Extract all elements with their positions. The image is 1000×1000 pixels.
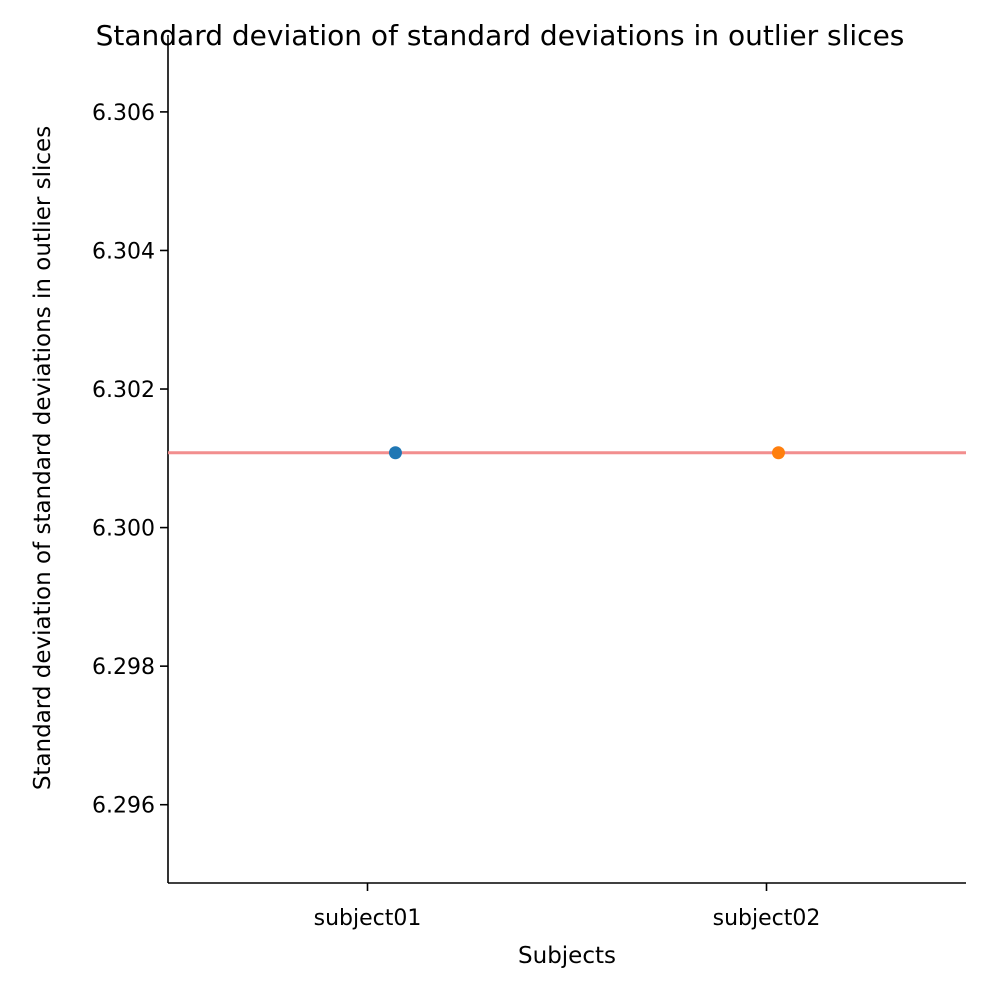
data-point-subject02 xyxy=(771,446,785,460)
x-tick-label: subject01 xyxy=(314,906,422,931)
y-tick-label: 6.302 xyxy=(92,378,155,403)
y-tick-label: 6.296 xyxy=(92,794,155,819)
y-tick-label: 6.304 xyxy=(92,239,155,264)
y-tick-label: 6.298 xyxy=(92,655,155,680)
y-axis-label: Standard deviation of standard deviation… xyxy=(30,126,56,790)
chart-title: Standard deviation of standard deviation… xyxy=(96,19,905,52)
plot-area: 6.296 6.298 6.300 6.302 6.304 6.306 subject01 s… xyxy=(92,35,966,931)
x-axis-label: Subjects xyxy=(518,943,616,969)
y-tick-label: 6.300 xyxy=(92,517,155,542)
y-tick-label: 6.306 xyxy=(92,101,155,126)
x-tick-label: subject02 xyxy=(713,906,821,931)
data-point-subject01 xyxy=(388,446,402,460)
